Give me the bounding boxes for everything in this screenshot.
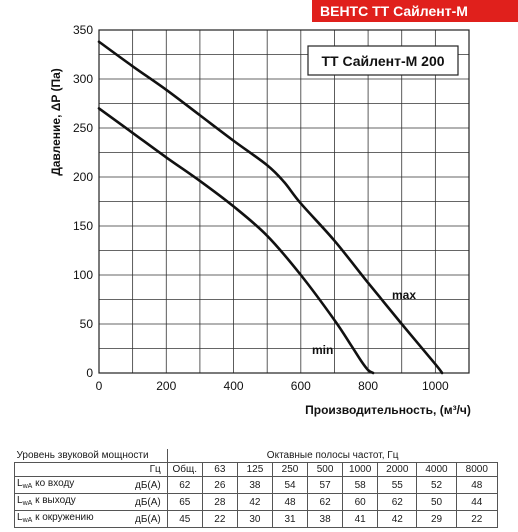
x-tick-label: 200 bbox=[156, 379, 176, 393]
table-cell: 62 bbox=[166, 476, 203, 494]
y-tick-label: 300 bbox=[73, 72, 93, 86]
x-axis-label: Производительность, (м³/ч) bbox=[305, 403, 471, 417]
table-row: LwA к окружению дБ(А) 45 22 30 31 38 41 … bbox=[14, 510, 499, 528]
table-cell: 38 bbox=[307, 510, 344, 528]
table-cell: 48 bbox=[455, 476, 499, 494]
table-col-header: 8000 bbox=[455, 462, 499, 477]
x-tick-label: 800 bbox=[358, 379, 378, 393]
table-header-empty bbox=[14, 462, 106, 477]
y-tick-label: 100 bbox=[73, 268, 93, 282]
table-cell: 31 bbox=[271, 510, 309, 528]
row-label: LwA ко входу bbox=[14, 476, 106, 494]
table-row: LwA к выходу дБ(А) 65 28 42 48 62 60 62 … bbox=[14, 493, 499, 511]
series-label-max: max bbox=[392, 288, 416, 302]
table-cell: 29 bbox=[416, 510, 457, 528]
sound-power-table: Уровень звуковой мощности Октавные полос… bbox=[14, 449, 499, 528]
chart-ticks: 0 200 400 600 800 1000 0 50 100 150 200 250 300 350 bbox=[73, 23, 449, 393]
table-cell: 57 bbox=[307, 476, 344, 494]
table-title: Уровень звуковой мощности bbox=[14, 449, 168, 463]
series-line-min bbox=[97, 107, 375, 375]
table-header-unit: Гц bbox=[105, 462, 168, 477]
chart-title-box bbox=[307, 45, 459, 76]
table-bands-title: Октавные полосы частот, Гц bbox=[166, 449, 498, 463]
y-tick-label: 50 bbox=[80, 317, 94, 331]
table-cell: 62 bbox=[377, 493, 418, 511]
table-row: LwA ко входу дБ(А) 62 26 38 54 57 58 55 … bbox=[14, 476, 499, 494]
table-cell: 22 bbox=[201, 510, 238, 528]
table-cell: 42 bbox=[377, 510, 418, 528]
table-cell: 44 bbox=[455, 493, 499, 511]
row-unit: дБ(А) bbox=[105, 476, 168, 494]
table-cell: 60 bbox=[342, 493, 379, 511]
y-tick-label: 0 bbox=[86, 366, 93, 380]
row-label: LwA к выходу bbox=[14, 493, 106, 511]
table-cell: 28 bbox=[201, 493, 238, 511]
table-cell: 45 bbox=[166, 510, 203, 528]
table-cell: 30 bbox=[236, 510, 273, 528]
header-title: ВЕНТС ТТ Сайлент-М bbox=[320, 3, 468, 19]
row-unit: дБ(А) bbox=[105, 493, 168, 511]
table-cell: 62 bbox=[307, 493, 344, 511]
y-axis-label: Давление, ΔP (Па) bbox=[49, 68, 63, 176]
table-cell: 26 bbox=[201, 476, 238, 494]
y-tick-label: 250 bbox=[73, 121, 93, 135]
series-line-max bbox=[97, 40, 444, 375]
table-title-row: Уровень звуковой мощности Октавные полос… bbox=[14, 449, 498, 463]
table-cell: 48 bbox=[271, 493, 309, 511]
table-col-header: 500 bbox=[307, 462, 344, 477]
row-label: LwA к окружению bbox=[14, 510, 106, 528]
table-col-header: 125 bbox=[236, 462, 273, 477]
x-tick-label: 600 bbox=[291, 379, 311, 393]
table-cell: 54 bbox=[271, 476, 309, 494]
table-cell: 38 bbox=[236, 476, 273, 494]
table-cell: 58 bbox=[342, 476, 379, 494]
x-tick-label: 1000 bbox=[422, 379, 449, 393]
y-tick-label: 150 bbox=[73, 219, 93, 233]
performance-chart: 0 200 400 600 800 1000 0 50 100 150 200 250 300 350 Т… bbox=[49, 23, 471, 417]
table-col-header: 63 bbox=[201, 462, 238, 477]
table-cell: 55 bbox=[377, 476, 418, 494]
table-col-header: 2000 bbox=[377, 462, 418, 477]
table-header-row: Гц Общ. 63 125 250 500 1000 2000 4000 80… bbox=[14, 462, 499, 477]
x-tick-label: 400 bbox=[224, 379, 244, 393]
y-tick-label: 350 bbox=[73, 23, 93, 37]
table-cell: 50 bbox=[416, 493, 457, 511]
table-cell: 65 bbox=[166, 493, 203, 511]
table-col-header: 4000 bbox=[416, 462, 457, 477]
chart-title: ТТ Сайлент-М 200 bbox=[321, 53, 444, 69]
table-cell: 41 bbox=[342, 510, 379, 528]
table-cell: 22 bbox=[455, 510, 499, 528]
x-tick-label: 0 bbox=[96, 379, 103, 393]
table-col-header: Общ. bbox=[166, 462, 203, 477]
header-band: ВЕНТС ТТ Сайлент-М bbox=[312, 0, 518, 22]
table-cell: 42 bbox=[236, 493, 273, 511]
chart-curves bbox=[97, 40, 444, 375]
row-unit: дБ(А) bbox=[105, 510, 168, 528]
table-col-header: 250 bbox=[271, 462, 309, 477]
plot-frame bbox=[98, 29, 470, 374]
y-tick-label: 200 bbox=[73, 170, 93, 184]
series-label-min: min bbox=[312, 343, 333, 357]
chart-axes bbox=[98, 29, 470, 374]
table-cell: 52 bbox=[416, 476, 457, 494]
table-col-header: 1000 bbox=[342, 462, 379, 477]
